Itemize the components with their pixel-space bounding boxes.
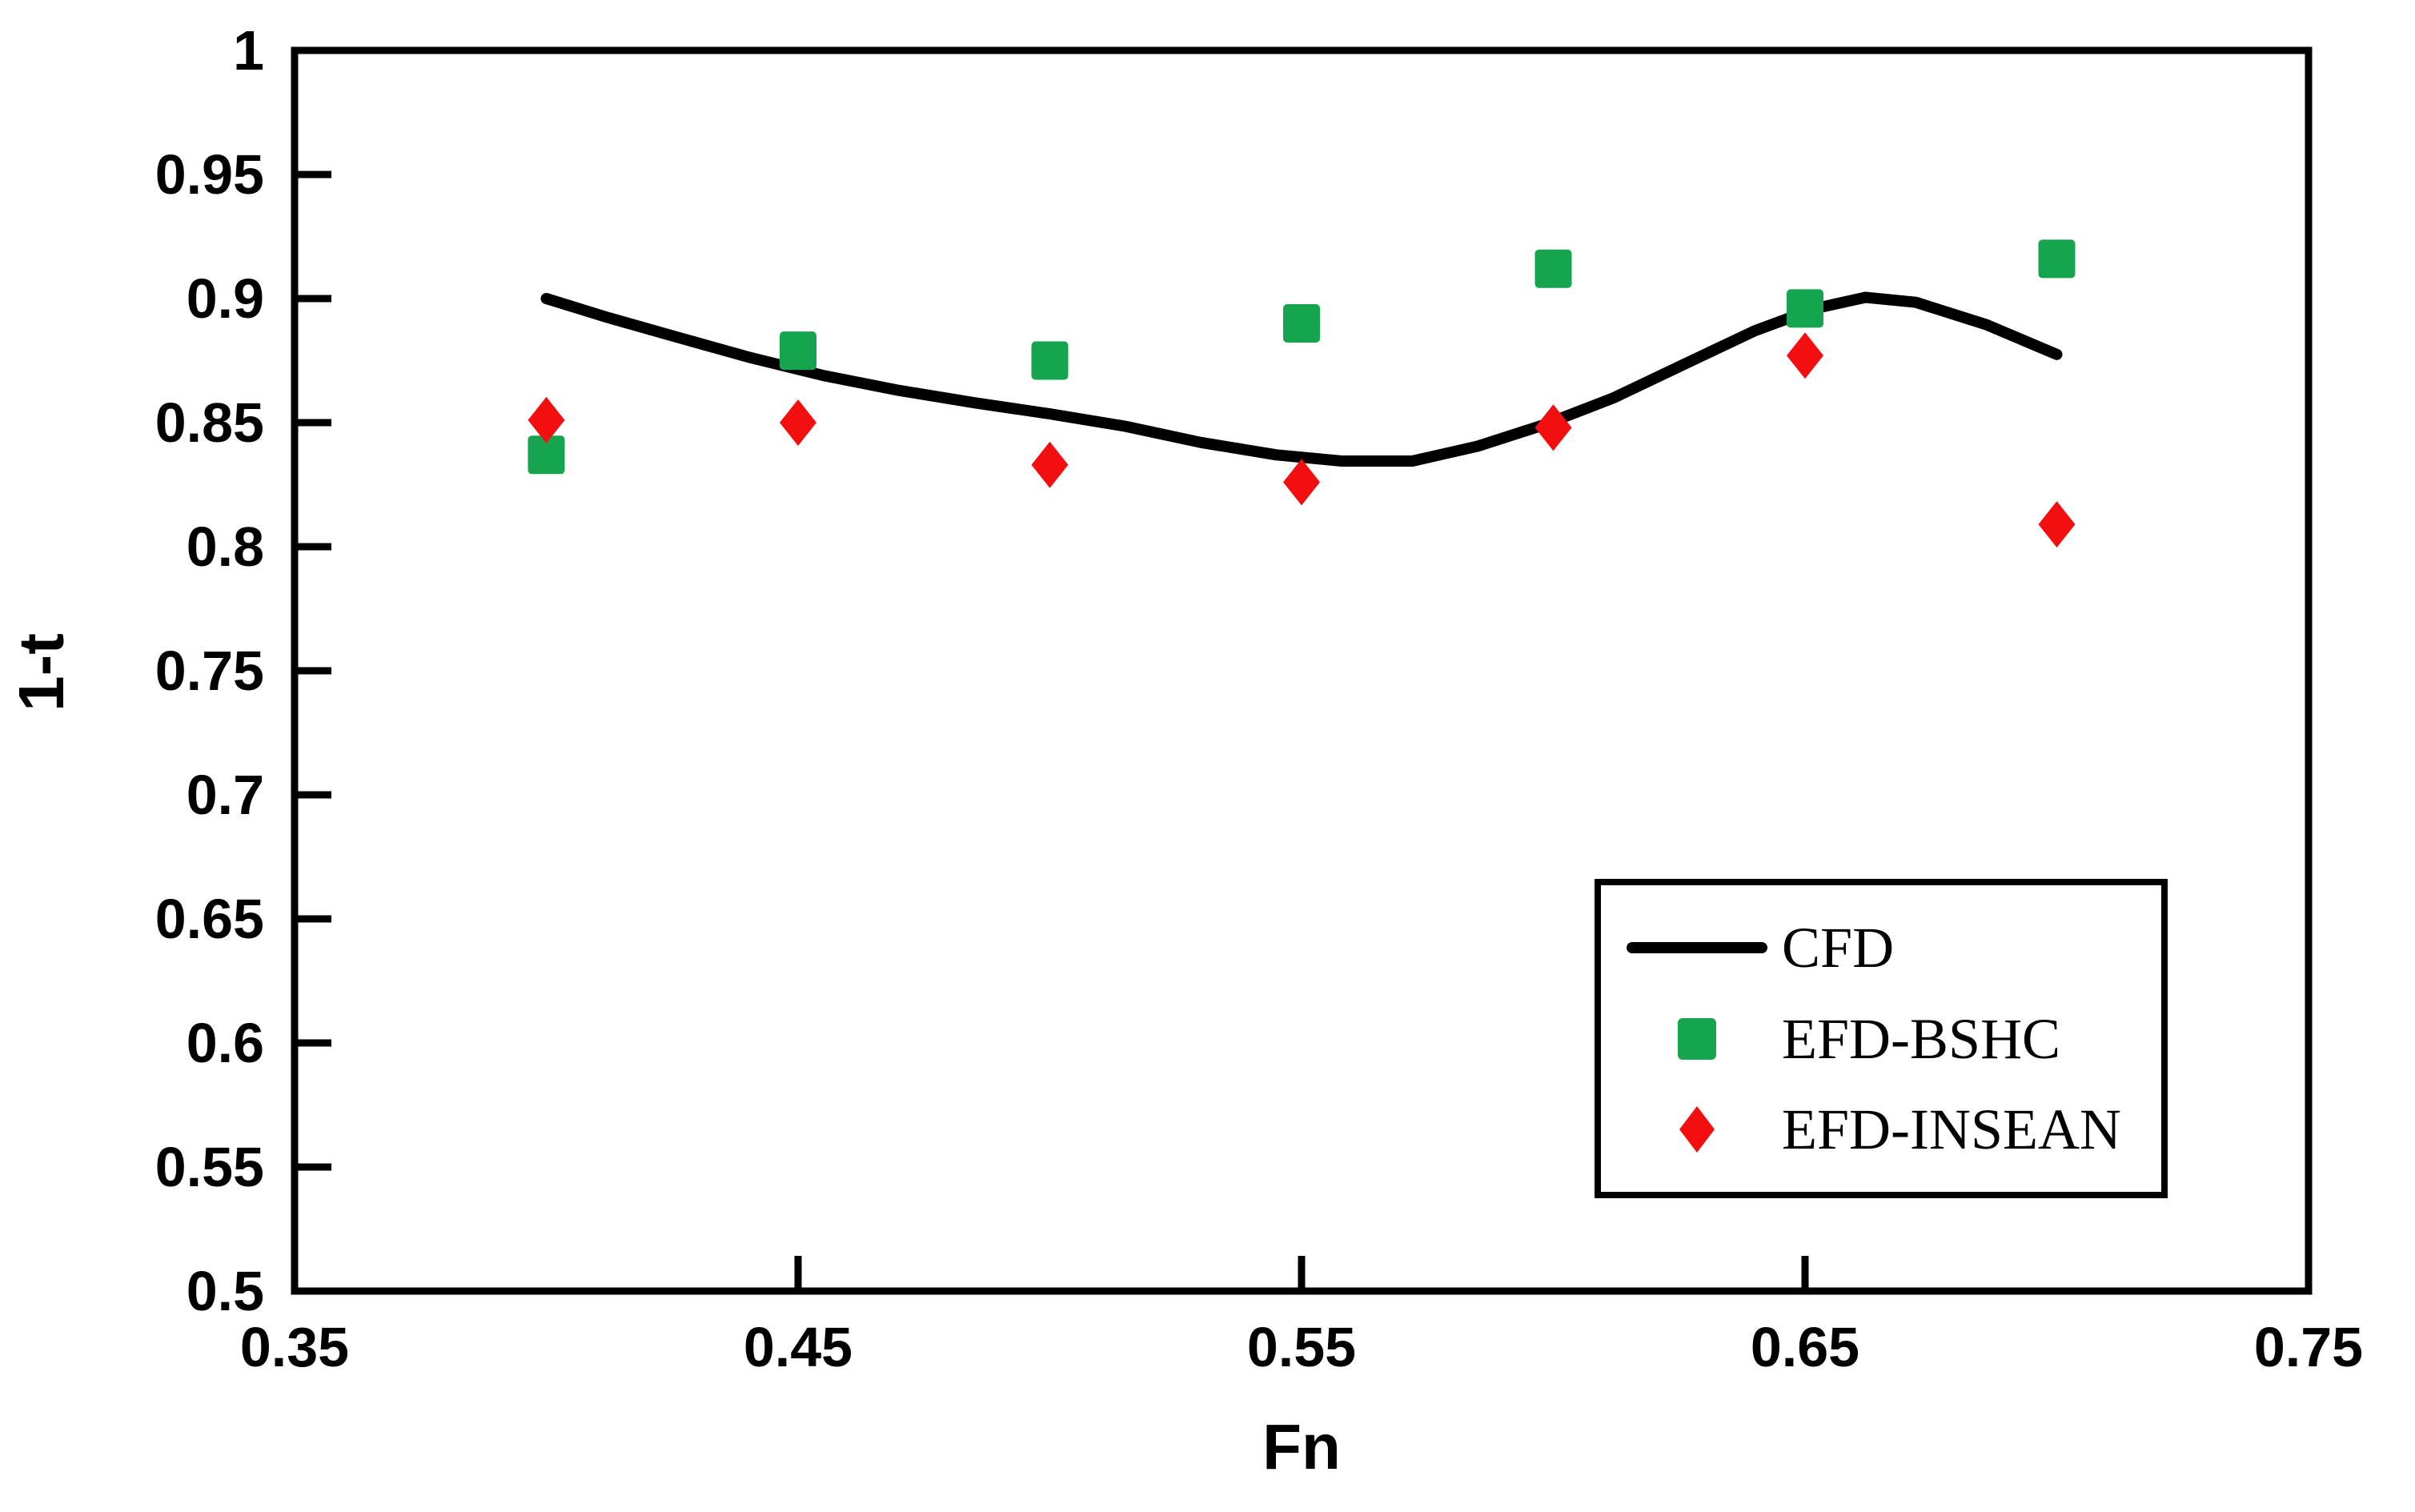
efd-insean-marker: [1787, 332, 1823, 379]
x-tick-label: 0.65: [1750, 1316, 1860, 1378]
efd-bshc-marker: [780, 331, 816, 371]
diamond-glyph: [1679, 1106, 1715, 1153]
x-axis-title: Fn: [1262, 1411, 1341, 1482]
efd-bshc-marker: [2038, 239, 2076, 279]
y-tick-label: 0.65: [154, 888, 264, 950]
cfd-line-sample: [1627, 941, 1767, 953]
efd-bshc-marker: [1283, 304, 1320, 343]
legend-label-efd-bshc: EFD-BSHC: [1782, 1006, 2061, 1071]
y-tick-label: 0.9: [186, 267, 264, 330]
efd-bshc-sample-wrap: [1627, 1017, 1767, 1060]
efd-insean-marker: [2038, 501, 2076, 548]
legend-label-cfd: CFD: [1782, 915, 1895, 980]
y-tick-label: 0.6: [186, 1012, 264, 1074]
efd-insean-marker: [780, 399, 816, 446]
cfd-line-sample-wrap: [1627, 941, 1767, 953]
y-tick-label: 0.8: [186, 515, 264, 578]
efd-insean-marker: [1534, 404, 1572, 451]
y-tick-label: 0.75: [154, 640, 264, 702]
y-tick-label: 0.55: [154, 1136, 264, 1198]
efd-insean-sample-wrap: [1627, 1105, 1767, 1154]
legend-item-efd-insean: EFD-INSEAN: [1601, 1101, 2161, 1158]
efd-insean-marker: [528, 396, 565, 443]
x-tick-label: 0.35: [239, 1316, 350, 1378]
legend-label-efd-insean: EFD-INSEAN: [1782, 1097, 2121, 1162]
x-tick-label: 0.45: [743, 1316, 853, 1378]
legend-item-cfd: CFD: [1601, 919, 2161, 977]
legend: CFD EFD-BSHC EFD-INSEAN: [1595, 879, 2168, 1198]
efd-bshc-marker: [528, 435, 565, 475]
y-tick-label: 0.85: [154, 391, 264, 454]
efd-bshc-marker: [1534, 249, 1572, 288]
efd-bshc-marker: [1787, 289, 1823, 328]
x-tick-label: 0.75: [2253, 1316, 2364, 1378]
efd-insean-diamond-sample: [1679, 1106, 1715, 1153]
efd-insean-marker: [1031, 441, 1069, 488]
y-tick-label: 0.5: [186, 1260, 264, 1322]
efd-insean-marker: [1283, 459, 1320, 506]
y-tick-label: 1: [233, 19, 264, 82]
y-tick-label: 0.95: [154, 143, 264, 206]
efd-bshc-square-sample: [1678, 1017, 1716, 1060]
y-tick-label: 0.7: [186, 764, 264, 826]
legend-item-efd-bshc: EFD-BSHC: [1601, 1010, 2161, 1068]
efd-bshc-marker: [1031, 341, 1069, 380]
x-tick-label: 0.55: [1246, 1316, 1357, 1378]
